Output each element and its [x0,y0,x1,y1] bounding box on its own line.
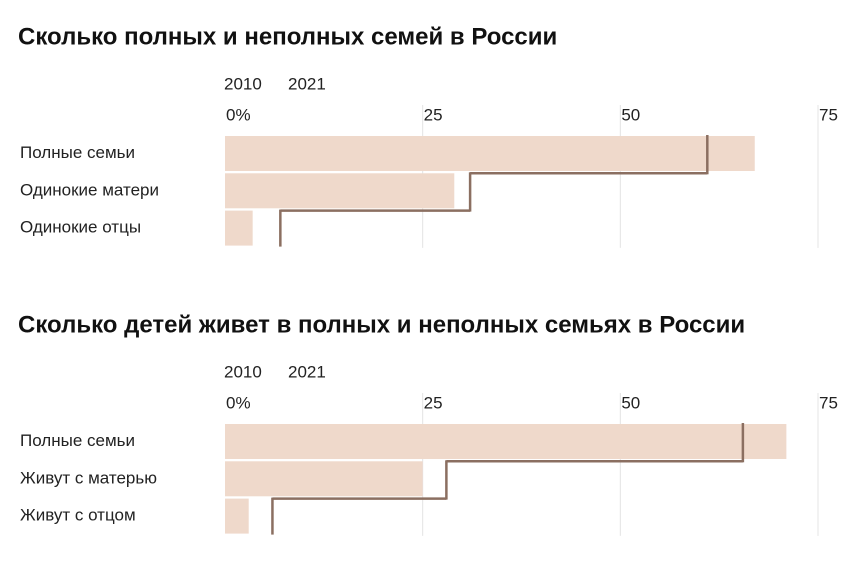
legend-entry: 2010 [224,74,262,93]
category-label: Одинокие матери [20,180,159,199]
category-label: Полные семьи [20,143,135,162]
x-tick-label: 75 [819,105,838,124]
bar [225,210,253,246]
category-label: Полные семьи [20,431,135,450]
legend-entry: 2021 [288,362,326,381]
x-tick-label: 0% [226,393,251,412]
category-label: Живут с отцом [20,506,136,525]
x-tick-label: 50 [621,105,640,124]
bar [225,424,787,459]
x-tick-label: 50 [621,393,640,412]
legend-entry: 2010 [224,362,262,381]
x-tick-label: 75 [819,393,838,412]
category-label: Одинокие отцы [20,218,141,237]
x-tick-label: 25 [424,393,443,412]
bar [225,498,249,534]
bar [225,173,455,209]
chart-title: Сколько полных и неполных семей в России [18,23,557,50]
x-tick-label: 0% [226,105,251,124]
legend-entry: 2021 [288,74,326,93]
chart-title: Сколько детей живет в полных и неполных … [18,311,745,338]
bar [225,136,755,171]
bar [225,461,423,497]
x-tick-label: 25 [424,105,443,124]
category-label: Живут с матерью [20,468,157,487]
